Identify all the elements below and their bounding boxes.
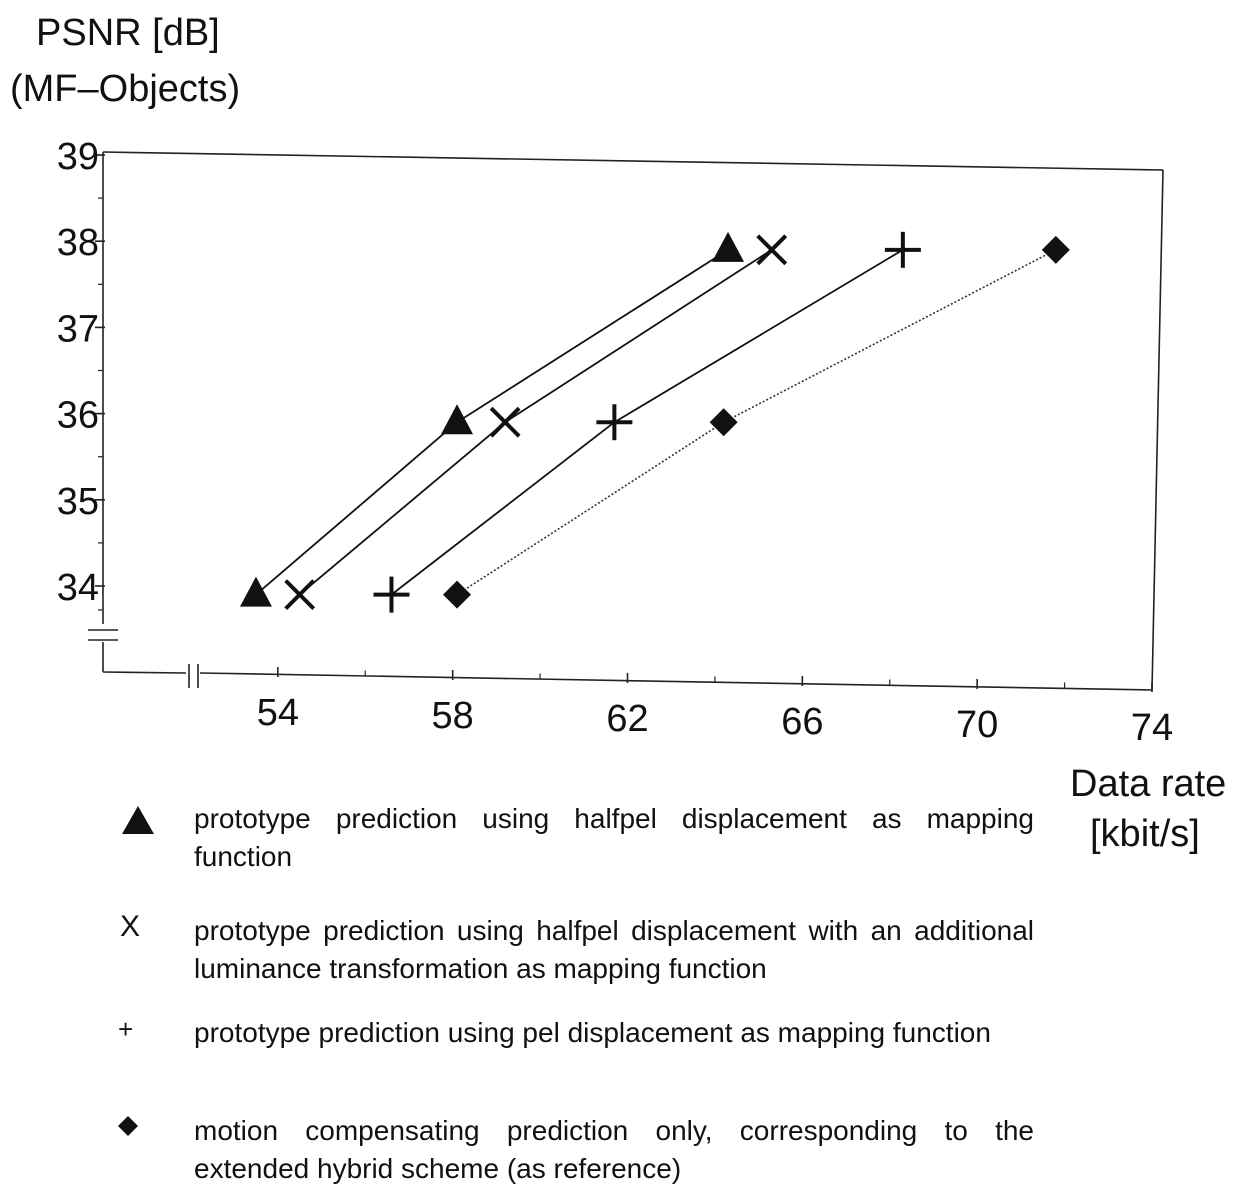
data-point-triangle xyxy=(239,576,272,607)
data-point-x xyxy=(489,406,521,438)
series-line-diamond xyxy=(723,249,1057,423)
series-line-triangle xyxy=(456,249,729,423)
x-tick-label: 58 xyxy=(432,695,474,737)
data-point-triangle xyxy=(712,231,745,262)
legend-text-x: prototype prediction using halfpel displ… xyxy=(194,915,1034,984)
series-line-x xyxy=(299,421,506,596)
plot-frame-right xyxy=(1151,169,1164,691)
x-tick-label: 70 xyxy=(956,704,998,746)
x-marker-icon: X xyxy=(120,910,141,943)
legend-text-diamond: motion compensating prediction only, cor… xyxy=(194,1115,1034,1184)
x-axis-line xyxy=(199,672,1153,691)
legend-item-diamond: motion compensating prediction only, cor… xyxy=(110,1112,1040,1192)
plot-frame-top xyxy=(102,151,1164,171)
x-axis-label-line-1: Data rate xyxy=(1070,763,1227,805)
x-axis-label-line-2: [kbit/s] xyxy=(1090,813,1200,855)
data-point-diamond xyxy=(709,408,738,437)
data-point-triangle xyxy=(441,404,474,435)
y-tick-label: 38 xyxy=(57,222,99,264)
plus-marker-icon: + xyxy=(118,1014,134,1044)
x-tick-label: 66 xyxy=(781,701,823,743)
y-tick-label: 34 xyxy=(57,567,99,609)
series-line-x xyxy=(504,249,773,423)
diamond-marker-icon xyxy=(118,1116,138,1136)
x-tick-label: 74 xyxy=(1131,707,1173,749)
y-axis-label-line-2: (MF–Objects) xyxy=(10,68,241,110)
plot-area: 34 35 36 37 38 39 54 58 62 66 70 74 xyxy=(57,136,1173,749)
data-point-x xyxy=(284,579,316,611)
series-line-triangle xyxy=(255,421,458,596)
series-line-plus xyxy=(390,421,615,596)
y-axis-label-line-1: PSNR [dB] xyxy=(36,12,220,54)
y-tick-label: 37 xyxy=(57,308,99,350)
legend-item-plus: + prototype prediction using pel displac… xyxy=(110,1014,1040,1094)
triangle-marker-icon xyxy=(122,806,154,834)
data-point-diamond xyxy=(1041,235,1070,264)
legend-text-triangle: prototype prediction using halfpel displ… xyxy=(194,803,1034,872)
x-tick-label: 62 xyxy=(606,698,648,740)
y-tick-label: 36 xyxy=(57,395,99,437)
data-point-x xyxy=(756,234,788,266)
y-tick-label: 39 xyxy=(57,136,99,178)
x-mark-stroke xyxy=(756,234,788,266)
x-tick-label: 54 xyxy=(257,692,299,734)
x-axis-line-left xyxy=(102,671,187,674)
series-line-diamond xyxy=(456,421,725,596)
data-point-diamond xyxy=(443,580,472,609)
x-mark-stroke xyxy=(489,406,521,438)
legend-text-plus: prototype prediction using pel displacem… xyxy=(194,1017,991,1048)
x-mark-stroke xyxy=(284,579,316,611)
series-line-plus xyxy=(613,249,904,423)
legend-item-triangle: prototype prediction using halfpel displ… xyxy=(110,800,1040,880)
y-tick-label: 35 xyxy=(57,481,99,523)
legend-item-x: X prototype prediction using halfpel dis… xyxy=(110,912,1040,992)
